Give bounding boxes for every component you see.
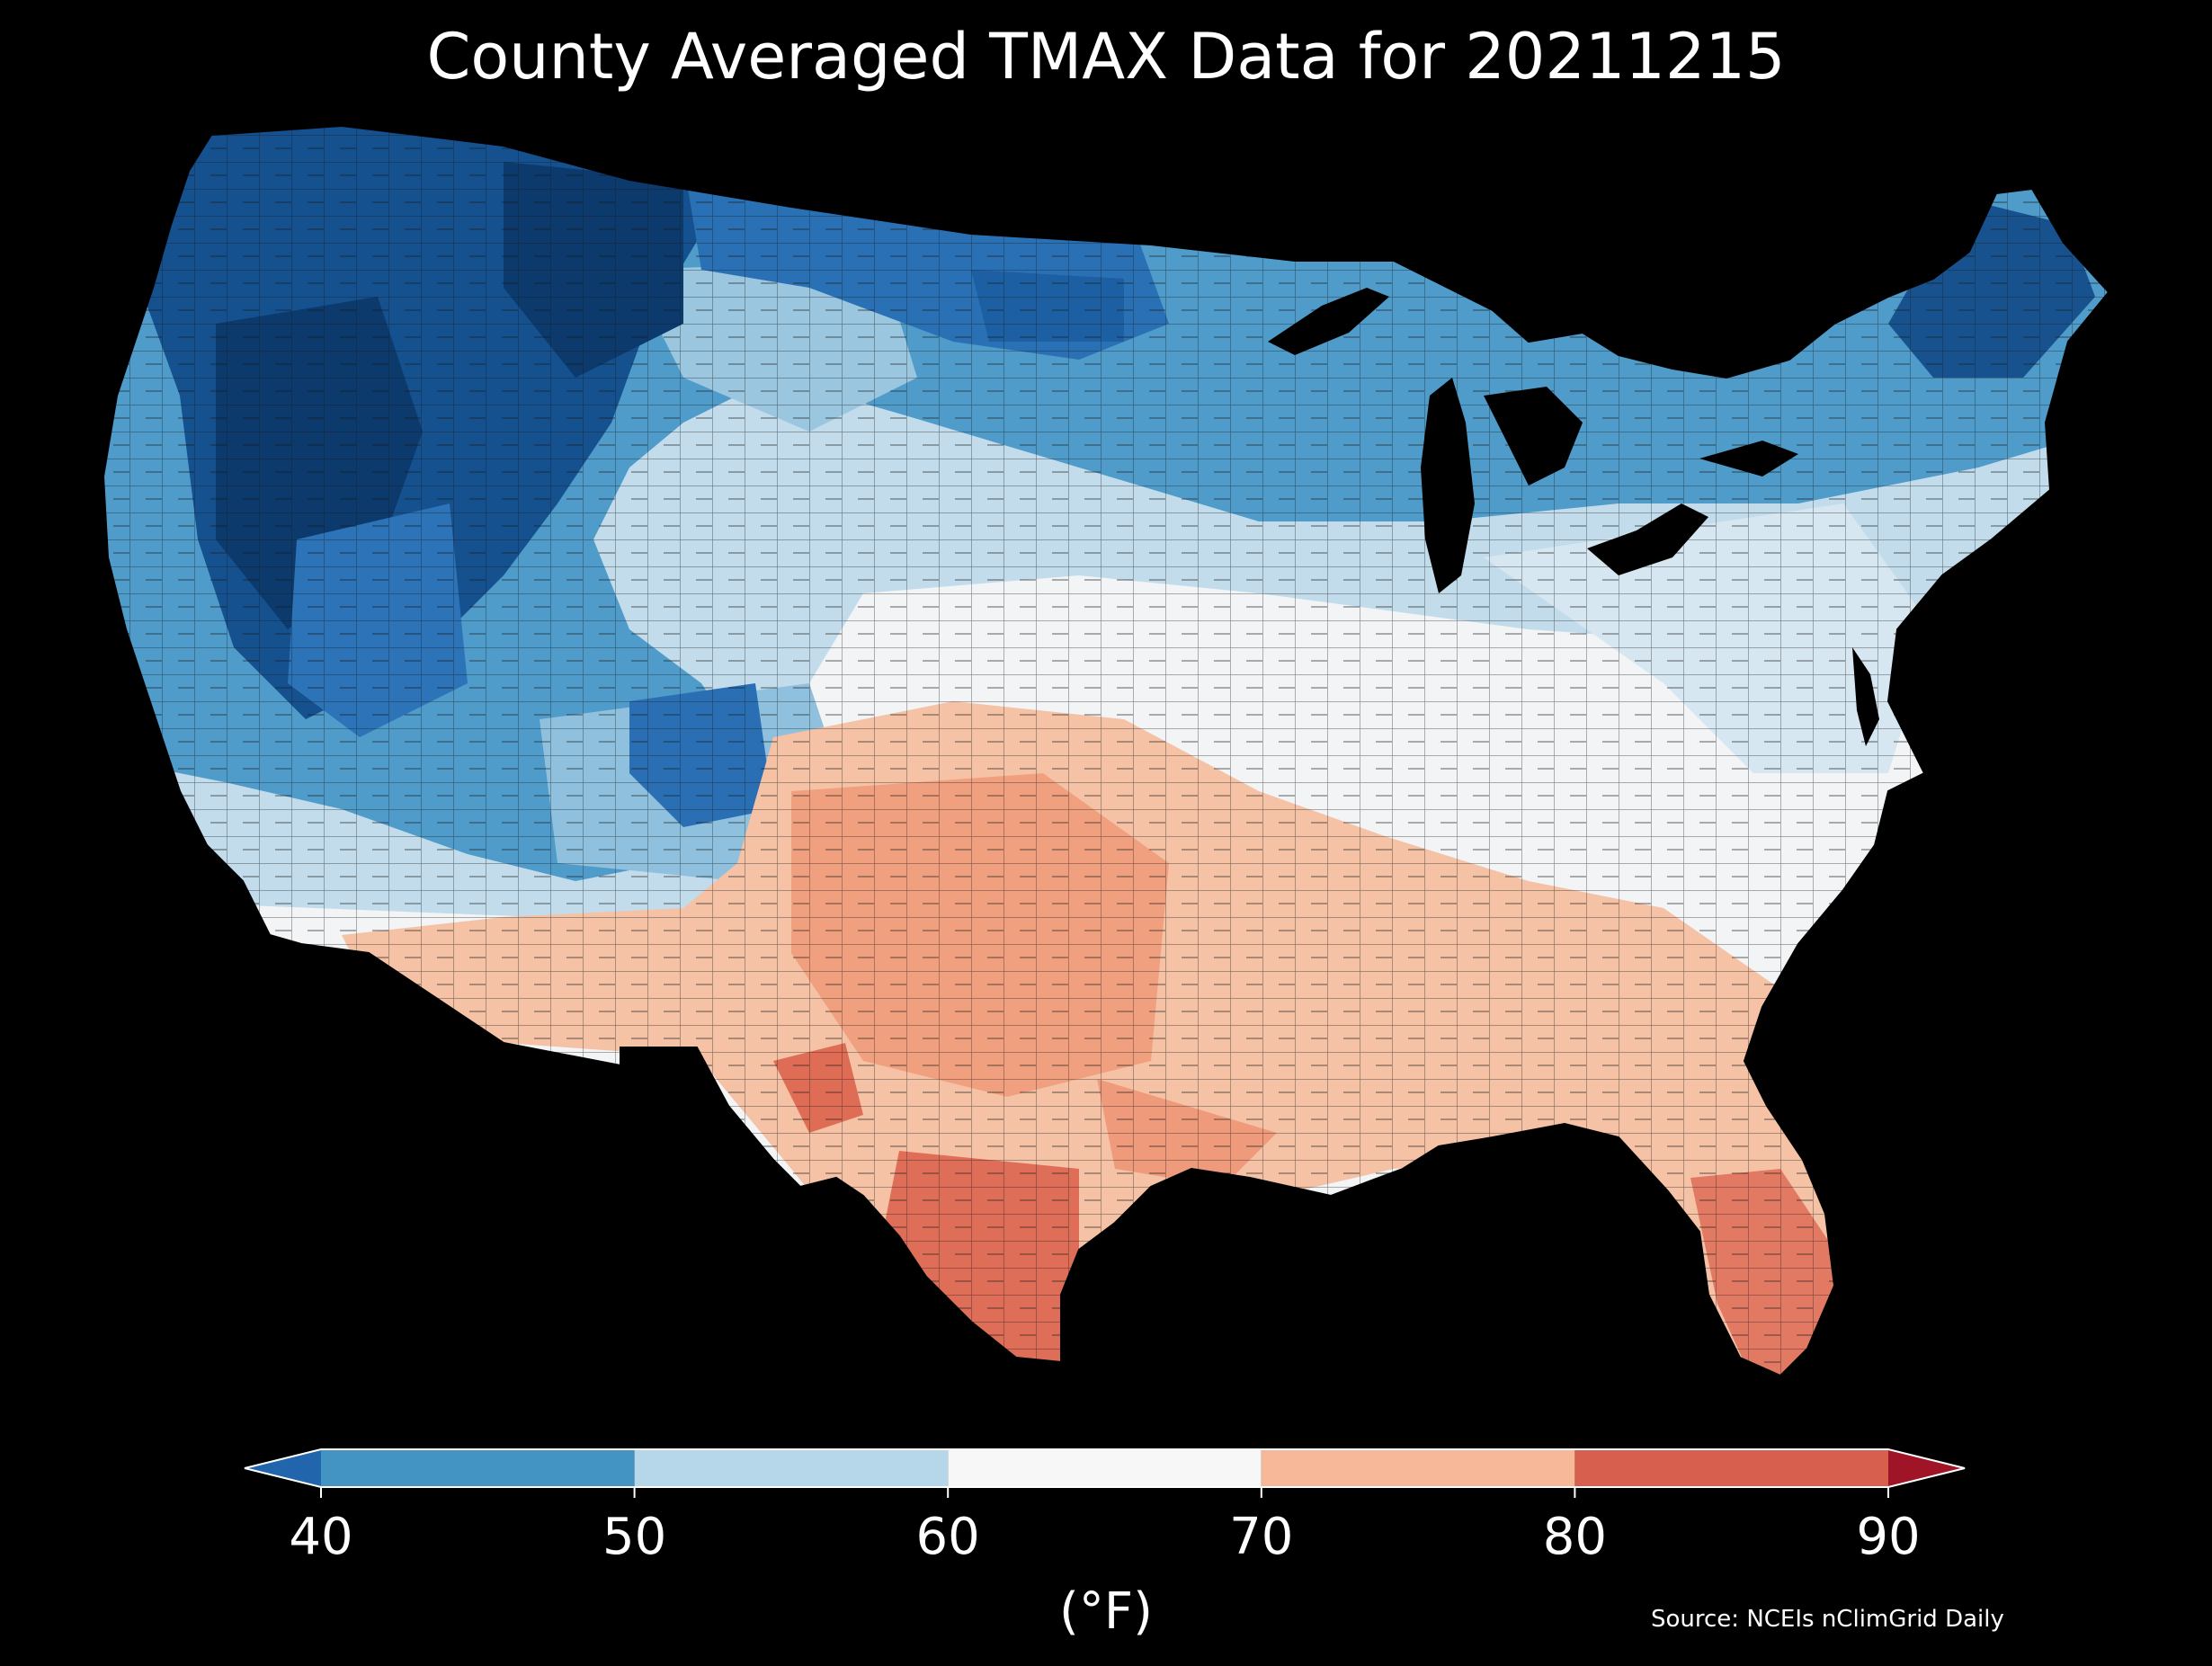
colorbar-bin-40-50	[321, 1449, 635, 1487]
colorbar-tick-label: 40	[289, 1508, 353, 1566]
colorbar-tick-label: 70	[1229, 1508, 1294, 1566]
colorbar-tick-label: 90	[1856, 1508, 1921, 1566]
colorbar-extend-low	[245, 1449, 321, 1487]
colorbar-tick-label: 60	[915, 1508, 980, 1566]
us-county-map	[102, 124, 2110, 1377]
colorbar-bin-60-70	[948, 1449, 1262, 1487]
map-title: County Averaged TMAX Data for 20211215	[426, 20, 1786, 94]
colorbar-tick-label: 50	[602, 1508, 667, 1566]
colorbar-tick-label: 80	[1542, 1508, 1608, 1566]
colorbar-unit-label: (°F)	[1059, 1582, 1153, 1641]
colorbar-bin-80-90	[1574, 1449, 1888, 1487]
colorbar-extend-high	[1888, 1449, 1965, 1487]
colorbar-bin-70-80	[1261, 1449, 1575, 1487]
colorbar-bin-50-60	[634, 1449, 949, 1487]
source-note: Source: NCEIs nClimGrid Daily	[1651, 1606, 2004, 1633]
